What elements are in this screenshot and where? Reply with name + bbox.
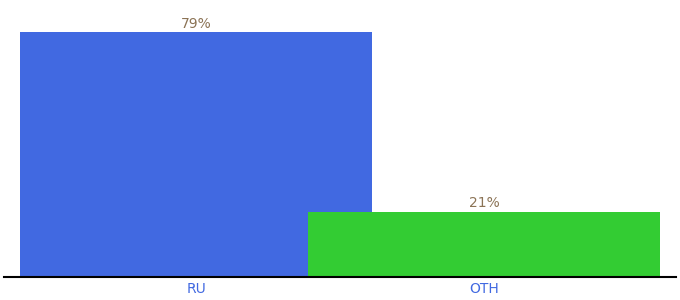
Text: 79%: 79%: [181, 16, 211, 31]
Bar: [20, 32, 372, 277]
Text: 21%: 21%: [469, 196, 499, 210]
Bar: [308, 212, 660, 277]
